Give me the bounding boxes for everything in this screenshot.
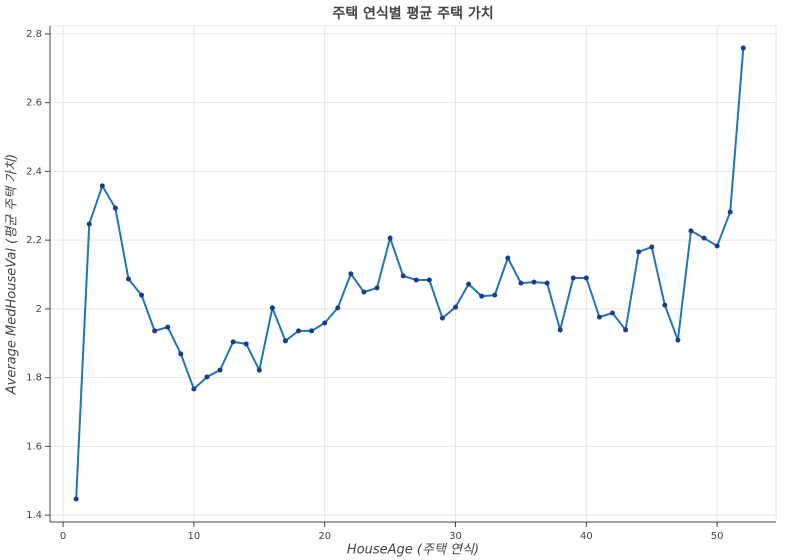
data-point — [649, 244, 655, 250]
data-point — [335, 305, 341, 311]
data-point — [531, 279, 537, 285]
data-point — [139, 292, 145, 298]
data-point — [688, 228, 694, 234]
x-tick-label: 20 — [318, 531, 331, 542]
data-point — [701, 235, 707, 241]
data-point — [518, 280, 524, 286]
plot-frame — [49, 25, 777, 523]
data-point — [492, 292, 498, 298]
data-point — [256, 367, 262, 373]
data-point — [309, 328, 315, 334]
data-point — [165, 324, 171, 330]
data-point — [178, 351, 184, 357]
data-point — [544, 280, 550, 286]
data-point — [426, 277, 432, 283]
data-point — [636, 249, 642, 255]
data-point — [296, 328, 302, 334]
y-tick-label: 1.4 — [26, 510, 42, 521]
data-point — [727, 209, 733, 215]
data-point — [374, 285, 380, 291]
x-tick-label: 30 — [449, 531, 462, 542]
chart-title: 주택 연식별 평균 주택 가치 — [332, 5, 493, 22]
data-point — [453, 304, 459, 310]
data-point — [191, 386, 197, 392]
data-point — [99, 183, 105, 189]
data-point — [217, 367, 223, 373]
y-tick-label: 2.8 — [26, 29, 42, 40]
data-point — [466, 281, 472, 287]
data-point — [439, 315, 445, 321]
data-point — [73, 496, 79, 502]
data-point — [243, 341, 249, 347]
x-tick-label: 50 — [711, 531, 724, 542]
data-point — [623, 327, 629, 333]
data-point — [282, 338, 288, 344]
data-point — [609, 310, 615, 316]
data-point — [714, 243, 720, 249]
data-point — [596, 314, 602, 320]
data-point — [557, 327, 563, 333]
y-tick-label: 1.8 — [26, 373, 42, 384]
data-point — [112, 205, 118, 211]
x-tick-label: 10 — [188, 531, 201, 542]
data-point — [479, 293, 485, 299]
data-point — [152, 328, 158, 334]
y-axis-label: Average MedHouseVal (평균 주택 가치) — [5, 154, 20, 395]
x-tick-label: 40 — [580, 531, 593, 542]
y-tick-label: 1.6 — [26, 441, 42, 452]
data-point — [740, 45, 746, 51]
data-point — [348, 271, 354, 277]
data-point — [125, 276, 131, 282]
data-point — [322, 320, 328, 326]
data-point — [413, 277, 419, 283]
data-point — [204, 374, 210, 380]
y-tick-label: 2.2 — [26, 235, 42, 246]
y-tick-label: 2 — [36, 304, 42, 315]
data-point — [662, 302, 668, 308]
data-point — [570, 275, 576, 281]
y-tick-label: 2.4 — [26, 166, 42, 177]
data-point — [400, 273, 406, 279]
x-tick-label: 0 — [60, 531, 66, 542]
data-point — [86, 221, 92, 227]
data-point — [269, 305, 275, 311]
data-point — [230, 339, 236, 345]
data-point — [361, 289, 367, 295]
data-point — [505, 255, 511, 261]
data-point — [583, 275, 589, 281]
data-point — [675, 337, 681, 343]
data-point — [387, 235, 393, 241]
data-line — [75, 47, 745, 500]
x-axis-label: HouseAge (주택 연식) — [347, 543, 479, 558]
y-tick-label: 2.6 — [26, 98, 42, 109]
